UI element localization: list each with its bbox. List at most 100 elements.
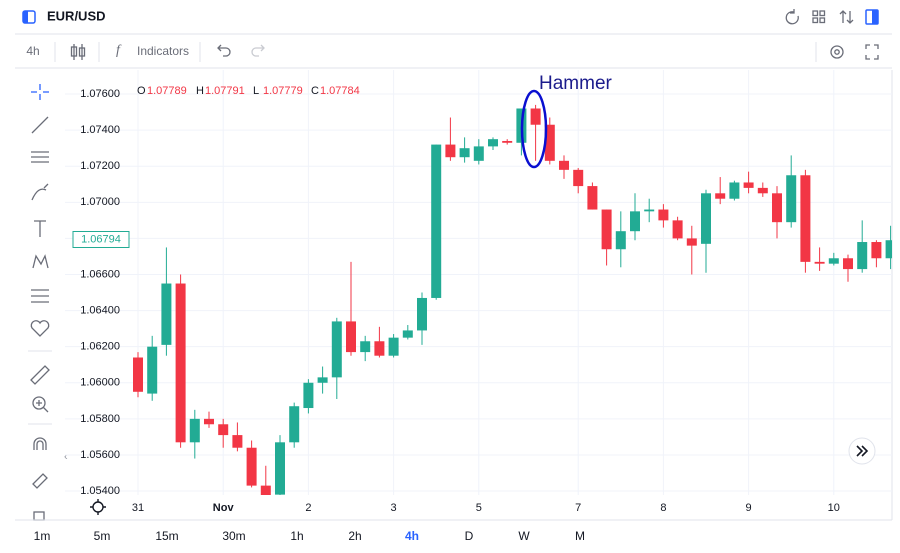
candle-body <box>530 108 541 125</box>
candle-body <box>388 337 399 356</box>
settings-icon-center <box>834 49 840 55</box>
pattern-tool[interactable] <box>32 254 49 269</box>
timeframe-button[interactable]: 2h <box>348 529 361 543</box>
candle-body <box>857 242 868 270</box>
candle-body <box>573 169 584 187</box>
candle-body <box>615 231 626 250</box>
top-bar <box>0 0 900 34</box>
text-tool[interactable] <box>34 220 46 237</box>
candle-body <box>559 160 569 170</box>
candle-body <box>147 346 158 394</box>
y-tick-label: 1.07200 <box>80 160 120 172</box>
candle-body <box>715 193 726 199</box>
timeframe-bar: 1m 5m 15m 30m 1h 2h 4h D W M <box>34 529 585 543</box>
candle-body <box>331 321 342 378</box>
magnet-tool[interactable] <box>33 437 47 450</box>
settings-icon[interactable] <box>830 45 844 59</box>
fib-tool[interactable] <box>31 151 49 163</box>
ohlc-value: 1.07784 <box>320 85 360 97</box>
fullscreen-icon[interactable] <box>865 44 879 60</box>
y-tick-label: 1.06200 <box>80 341 120 353</box>
lock-tool[interactable] <box>33 511 45 521</box>
drawing-toolbar: ‹ <box>28 84 68 521</box>
fx-icon[interactable]: f <box>116 43 122 58</box>
candle-body <box>587 186 598 210</box>
refresh-icon[interactable] <box>785 9 799 25</box>
candle-body <box>729 182 740 199</box>
candle-body <box>488 139 498 147</box>
timeframe-button[interactable]: 1m <box>34 529 51 543</box>
candle-body <box>289 406 300 443</box>
candle-body <box>402 330 413 338</box>
favorites-tool[interactable] <box>30 320 50 337</box>
candle-body <box>672 220 683 239</box>
candle-body <box>204 418 214 425</box>
timeframe-button[interactable]: 30m <box>222 529 245 543</box>
candle-body <box>630 211 640 232</box>
scroll-icon <box>856 445 869 457</box>
y-tick-label: 1.07000 <box>80 196 120 208</box>
candle-body <box>772 193 782 223</box>
candle-body <box>701 193 711 244</box>
candles <box>133 104 892 495</box>
candle-body <box>644 209 655 212</box>
collapse-arrow[interactable]: ‹ <box>64 451 68 463</box>
candle-body <box>445 144 456 158</box>
timeframe-button[interactable]: M <box>575 529 585 543</box>
candle-body <box>218 424 229 436</box>
candle-body <box>303 382 314 409</box>
sort-icon[interactable] <box>839 10 854 24</box>
grid-icon[interactable] <box>812 10 826 24</box>
interval-button[interactable]: 4h <box>26 44 39 58</box>
layout-icon-fill <box>23 11 28 23</box>
symbol[interactable]: EUR/USD <box>47 8 106 23</box>
candle-body <box>417 297 427 331</box>
ruler-tool[interactable] <box>30 365 50 385</box>
y-tick-label: 1.05800 <box>80 413 120 425</box>
candle-body <box>246 447 257 486</box>
candle-body <box>871 242 882 259</box>
prediction-tool[interactable] <box>31 289 49 303</box>
ohlc-value: 1.07779 <box>263 85 303 97</box>
annotation-ellipse <box>520 89 548 169</box>
candle-body <box>743 182 754 188</box>
lock-drawing-tool[interactable] <box>32 473 48 489</box>
candle-body <box>260 485 271 495</box>
ohlc-value: 1.07789 <box>147 85 187 97</box>
undo-icon[interactable] <box>217 44 231 57</box>
candle-body <box>800 175 811 262</box>
candle-body <box>275 442 285 495</box>
candle-body <box>843 258 853 270</box>
x-tick-label: 3 <box>391 502 397 514</box>
zoom-tool[interactable] <box>32 396 46 410</box>
chart-type-icon[interactable] <box>70 44 86 60</box>
x-tick-label: 9 <box>746 502 752 514</box>
x-tick-label: 2 <box>305 502 311 514</box>
candle-body <box>686 238 697 246</box>
candle-body <box>786 175 797 223</box>
timeframe-button[interactable]: D <box>465 529 474 543</box>
candle-body <box>189 418 200 443</box>
ohlc-label: O <box>137 85 146 97</box>
candle-body <box>374 341 385 356</box>
x-tick-label: Nov <box>213 502 235 514</box>
candle-body <box>232 435 243 448</box>
timeframe-button[interactable]: 5m <box>94 529 111 543</box>
crosshair-tool[interactable] <box>31 84 49 100</box>
timeframe-button[interactable]: W <box>518 529 530 543</box>
indicators-button[interactable]: Indicators <box>137 44 189 58</box>
timeframe-button[interactable]: 1h <box>290 529 303 543</box>
candle-body <box>133 357 143 392</box>
last-price-tag <box>72 230 130 248</box>
trendline-tool[interactable] <box>31 116 49 134</box>
axis-settings-icon[interactable] <box>92 501 104 513</box>
candle-body <box>814 261 825 264</box>
timeframe-button[interactable]: 15m <box>155 529 178 543</box>
ohlc-value: 1.07791 <box>205 85 245 97</box>
candle-body <box>502 140 513 143</box>
brush-tool[interactable] <box>31 183 49 201</box>
candle-body <box>346 321 356 353</box>
y-tick-label: 1.06600 <box>80 268 120 280</box>
timeframe-button[interactable]: 4h <box>405 529 419 543</box>
